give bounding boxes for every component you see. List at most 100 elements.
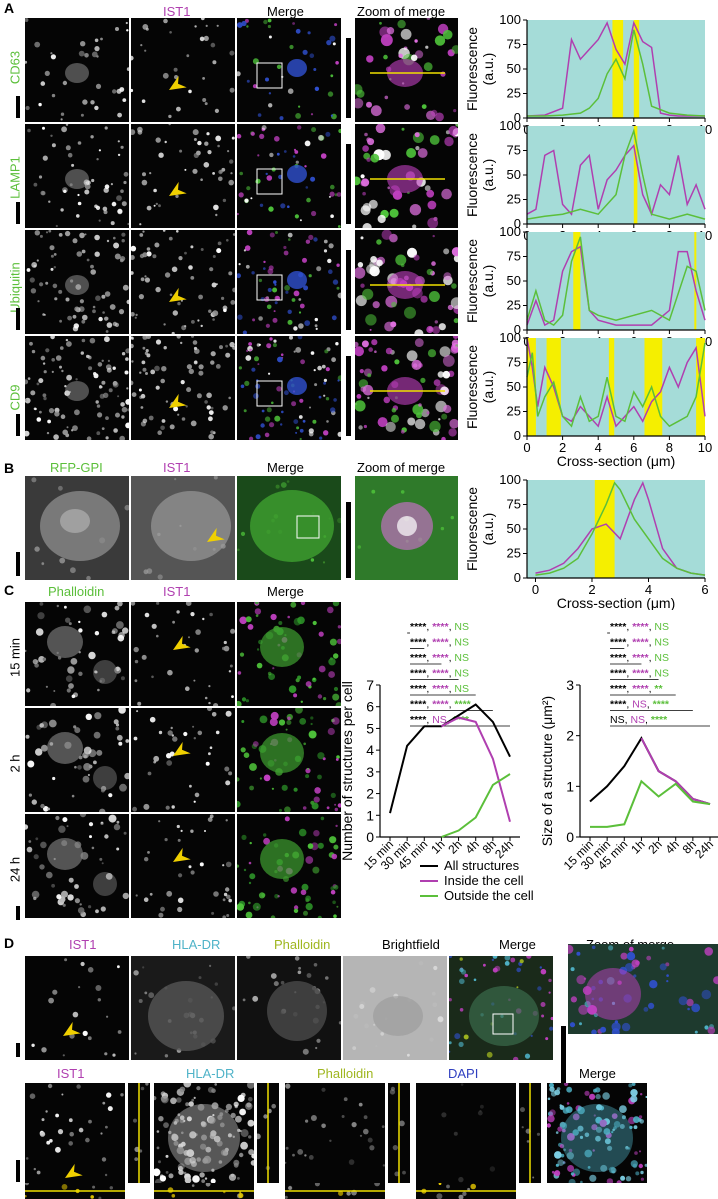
highlight-region (594, 480, 615, 578)
panel-letter-c: C (4, 582, 15, 598)
a-image-merge-row0 (237, 18, 341, 122)
significance-row: NS, NS, **** (610, 714, 668, 726)
highlight-region (612, 20, 624, 118)
ytick-label: 50 (507, 61, 521, 76)
d-bottom-image-0 (25, 1083, 125, 1183)
b-image-zoom (355, 476, 458, 580)
d-bottom-header-2: Phalloidin (317, 1066, 374, 1081)
legend-label: All structures (444, 858, 520, 873)
c-image-phalloidin-row0 (25, 602, 129, 706)
d-top-header-0: IST1 (69, 937, 97, 952)
ylabel: Fluorescence (464, 27, 480, 111)
c-chart-C-number: ****, ****, NS ****, ****, NS ****, ****, … (340, 621, 520, 873)
d-top-scalebar (16, 1043, 20, 1057)
ytick-label: 100 (499, 472, 521, 487)
series-line (440, 716, 511, 823)
a-image-merge-row1 (237, 124, 341, 228)
c-image-merge-row0 (237, 602, 341, 706)
b-zoom-scalebar (346, 502, 351, 578)
d-top-header-3: Brightfield (382, 937, 440, 952)
ytick-label: 1 (566, 778, 574, 794)
b-image-merge (237, 476, 341, 580)
d-bottom-side-1 (257, 1083, 279, 1183)
highlight-region (573, 232, 581, 330)
a-zoom-scalebar-row1 (346, 144, 351, 224)
series-line (589, 736, 711, 806)
ylabel-unit: (a.u.) (480, 371, 496, 404)
c-header-merge: Merge (267, 584, 304, 599)
d-bottom-side-3 (519, 1083, 541, 1183)
ytick-label: 50 (507, 521, 521, 536)
significance-row: ****, ****, NS (610, 652, 669, 664)
ytick-label: 4 (366, 742, 374, 758)
c-image-merge-row1 (237, 708, 341, 812)
ytick-label: 2 (566, 728, 574, 744)
d-image-phalloidin (237, 956, 341, 1060)
c-header-phalloidin: Phalloidin (48, 584, 105, 599)
c-row-24h: 24 h (7, 856, 23, 883)
d-bottom-image-3 (416, 1083, 516, 1183)
plot-background (527, 126, 705, 224)
highlight-region (694, 232, 697, 330)
d-top-header-4: Merge (499, 937, 536, 952)
d-bottom-image-4 (547, 1083, 647, 1183)
d-bottom-under-3 (416, 1183, 516, 1199)
d-bottom-header-3: DAPI (448, 1066, 479, 1081)
xlabel: Cross-section (μm) (557, 595, 676, 610)
plot-background (527, 480, 705, 578)
ytick-label: 0 (566, 829, 574, 845)
series-line (590, 779, 711, 828)
significance-row: ****, ****, **** (410, 699, 472, 711)
a-image-ist1-row0 (131, 18, 235, 122)
a-image-marker-row1 (25, 124, 129, 228)
legend-swatch (420, 879, 438, 882)
a-header-zoom: Zoom of merge (357, 4, 446, 19)
xtick-label: 2 (559, 440, 566, 455)
ylabel: Number of structures per cell (340, 681, 355, 861)
d-bottom-under-0 (25, 1183, 125, 1199)
ytick-label: 6 (366, 699, 374, 715)
a-image-marker-row2 (25, 230, 129, 334)
b-header-rfpgpi: RFP-GPI (50, 460, 103, 475)
d-bottom-under-1 (154, 1183, 254, 1199)
significance-row: ****, ****, NS (410, 637, 469, 649)
d-image-merge (449, 956, 553, 1060)
c-image-merge-row2 (237, 814, 341, 918)
d-bottom-image-1 (154, 1083, 254, 1183)
ytick-label: 0 (514, 322, 521, 337)
legend-item: All structures (420, 858, 620, 873)
profile-series-line (535, 481, 706, 576)
significance-row: ****, ****, NS (410, 683, 469, 695)
series-line (441, 773, 511, 838)
xtick-label: 4 (595, 440, 602, 455)
ytick-label: 5 (366, 720, 374, 736)
profile-series-line (526, 128, 706, 220)
plot-background (527, 232, 705, 330)
d-bottom-side-0 (128, 1083, 150, 1183)
ytick-label: 7 (366, 677, 374, 693)
ytick-label: 100 (499, 12, 521, 27)
a-row-lamp1: LAMP1 (7, 156, 23, 199)
xtick-label: 6 (630, 440, 637, 455)
ytick-label: 50 (507, 273, 521, 288)
d-bottom-header-0: IST1 (57, 1066, 85, 1081)
ytick-label: 3 (566, 677, 574, 693)
panel-letter-d: D (4, 935, 15, 951)
a-image-marker-row0 (25, 18, 129, 122)
a-row-cd63: CD63 (7, 50, 23, 85)
ytick-label: 50 (507, 167, 521, 182)
xtick-label: 0 (532, 582, 539, 597)
significance-row: ****, ****, NS (610, 637, 669, 649)
c-chart-C-size: ****, ****, NS ****, ****, NS ****, ****, … (539, 621, 718, 873)
xtick-label: 24h (692, 837, 716, 861)
a-header-ist1: IST1 (163, 4, 191, 19)
profile-series-line (526, 20, 705, 117)
highlight-region (608, 338, 615, 436)
significance-row: ****, NS, **** (410, 714, 470, 726)
a-header-merge: Merge (267, 4, 304, 19)
profile-series-line (526, 236, 706, 327)
d-top-header-1: HLA-DR (172, 937, 221, 952)
highlight-region (633, 20, 640, 118)
b-image-rfpgpi (25, 476, 129, 580)
